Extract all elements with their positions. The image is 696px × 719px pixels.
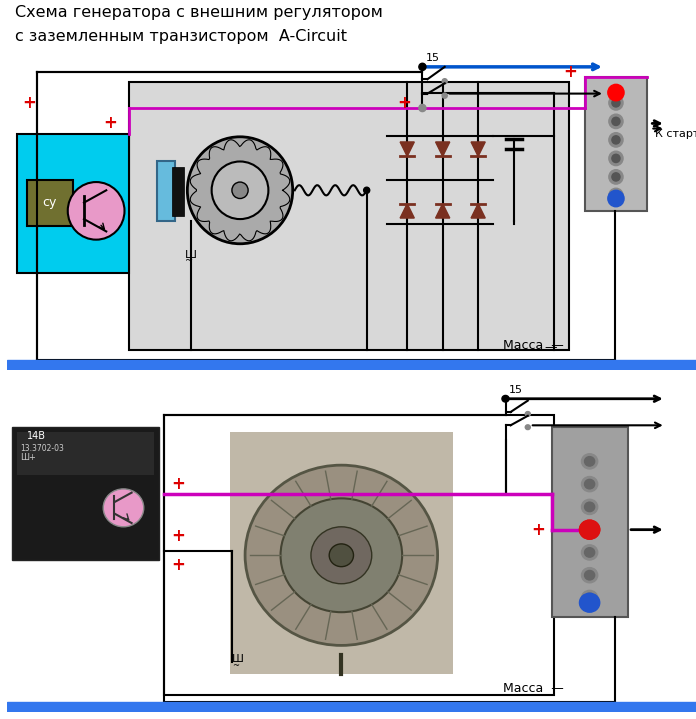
Circle shape [280,498,402,612]
Text: Ш: Ш [232,654,244,664]
Circle shape [329,544,354,567]
Text: 13.3702-03: 13.3702-03 [20,444,64,453]
Polygon shape [436,142,450,156]
Circle shape [581,522,598,537]
Text: Ш: Ш [185,250,197,260]
Circle shape [612,99,620,107]
Circle shape [580,520,600,539]
Text: ~: ~ [232,661,239,670]
Text: +: + [397,94,411,112]
Bar [230,432,453,674]
Text: 15: 15 [509,385,523,395]
Text: с заземленным транзистором  A-Circuit: с заземленным транзистором A-Circuit [15,29,347,44]
Circle shape [581,477,598,492]
Text: су: су [42,196,56,209]
Circle shape [442,78,448,84]
Circle shape [419,63,426,70]
Circle shape [581,590,598,605]
Polygon shape [436,203,450,218]
Circle shape [581,499,598,515]
Text: +: + [171,475,185,493]
Circle shape [580,593,600,612]
Circle shape [612,155,620,162]
Text: +: + [171,556,185,574]
Text: 15: 15 [425,52,439,63]
Bar [17,134,129,273]
Circle shape [581,567,598,583]
Circle shape [585,525,594,534]
Circle shape [68,182,125,239]
Circle shape [585,502,594,512]
Circle shape [245,465,438,646]
Circle shape [442,93,448,99]
Circle shape [612,136,620,144]
Circle shape [609,133,623,147]
Text: +: + [564,63,577,81]
Bar [7,360,696,370]
Bar [12,427,159,560]
Circle shape [581,454,598,469]
Text: +: + [104,114,117,132]
Bar [27,180,73,226]
Circle shape [502,395,509,402]
Circle shape [585,570,594,580]
Circle shape [612,191,620,200]
Text: +: + [22,94,36,112]
Circle shape [311,527,372,584]
Circle shape [103,489,144,527]
Bar [7,702,696,712]
Text: —: — [544,341,557,354]
Polygon shape [400,203,414,218]
Polygon shape [471,203,485,218]
Circle shape [212,162,269,219]
Bar [157,162,175,221]
Circle shape [612,173,620,181]
Bar [552,427,628,617]
Circle shape [609,114,623,129]
Circle shape [609,170,623,184]
Text: Масса  —: Масса — [503,339,564,352]
Bar [129,82,569,349]
Text: ~: ~ [185,256,193,266]
Text: Масса  —: Масса — [503,682,564,695]
Circle shape [232,182,248,198]
Circle shape [608,191,624,207]
Circle shape [609,96,623,110]
Circle shape [419,104,426,111]
Circle shape [525,411,530,416]
Circle shape [187,137,293,244]
Text: +: + [171,527,185,545]
Circle shape [525,425,530,429]
Text: К стартеру: К стартеру [656,129,696,139]
Circle shape [585,457,594,466]
Text: +: + [531,521,545,539]
Text: 14В: 14В [27,431,46,441]
Circle shape [585,548,594,557]
Circle shape [585,593,594,603]
Circle shape [580,520,600,539]
Polygon shape [400,142,414,156]
Circle shape [585,480,594,489]
Circle shape [609,151,623,165]
Bar [164,415,554,695]
Text: Схема генератора с внешним регулятором: Схема генератора с внешним регулятором [15,5,383,20]
Bar [17,432,154,475]
Circle shape [612,117,620,126]
Circle shape [609,188,623,203]
Circle shape [363,187,370,193]
Polygon shape [471,142,485,156]
Bar [585,77,647,211]
Circle shape [608,84,624,101]
Circle shape [581,545,598,560]
Text: Ш+: Ш+ [20,454,36,462]
Bar [172,167,184,216]
